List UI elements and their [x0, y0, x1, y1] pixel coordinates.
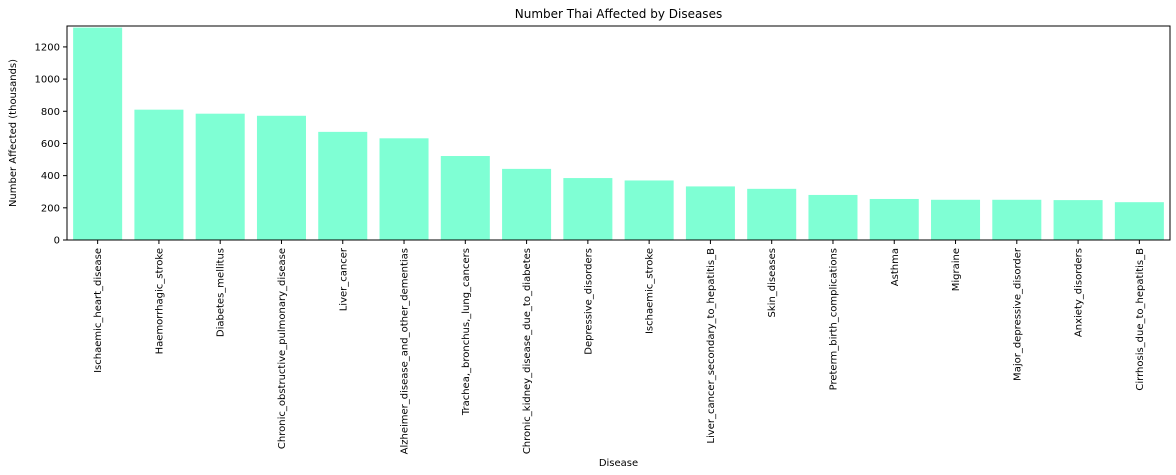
bar-cirrhosis-due-to-hepatitis-b	[1114, 202, 1164, 240]
x-tick-label: Liver_cancer	[338, 247, 349, 311]
y-tick-label: 200	[41, 203, 60, 214]
x-tick-label: Ischaemic_heart_disease	[93, 248, 104, 373]
bar-liver-cancer	[318, 131, 368, 240]
y-tick-label: 800	[41, 107, 60, 118]
y-tick-label: 0	[54, 236, 60, 247]
x-tick-label: Anxiety_disorders	[1074, 248, 1085, 337]
bar-preterm-birth-complications	[808, 194, 858, 240]
bars-group	[73, 27, 1164, 240]
y-tick-label: 1000	[35, 75, 60, 86]
x-tick-label: Trachea,_bronchus,_lung_cancers	[461, 248, 472, 416]
x-tick-label: Asthma	[890, 248, 901, 286]
bar-major-depressive-disorder	[992, 199, 1042, 240]
chart-title: Number Thai Affected by Diseases	[515, 7, 722, 21]
bar-ischaemic-heart-disease	[73, 27, 123, 240]
bar-ischaemic-stroke	[624, 180, 674, 240]
y-axis-label: Number Affected (thousands)	[8, 59, 19, 207]
x-tick-label: Cirrhosis_due_to_hepatitis_B	[1135, 248, 1146, 391]
bar-chronic-obstructive-pulmonary-disease	[256, 115, 306, 240]
x-tick-label: Migraine	[951, 248, 962, 291]
bar-asthma	[869, 198, 919, 240]
y-tick-label: 600	[41, 139, 60, 150]
y-axis: 0 200 400 600 800 1000 1200	[35, 42, 67, 247]
bar-liver-cancer-secondary-to-hepatitis-b	[685, 186, 735, 240]
bar-anxiety-disorders	[1053, 200, 1103, 240]
x-axis: Ischaemic_heart_disease Haemorrhagic_stro…	[93, 240, 1146, 454]
x-tick-label: Preterm_birth_complications	[828, 248, 839, 390]
bar-skin-diseases	[747, 188, 797, 240]
x-tick-label: Chronic_obstructive_pulmonary_disease	[277, 248, 288, 449]
x-tick-label: Alzheimer_disease_and_other_dementias	[400, 248, 411, 454]
x-tick-label: Haemorrhagic_stroke	[154, 248, 165, 354]
bar-trachea-bronchus-lung-cancers	[440, 156, 490, 240]
bar-chronic-kidney-disease-due-to-diabetes	[502, 168, 552, 240]
x-tick-label: Diabetes_mellitus	[216, 248, 227, 337]
bar-haemorrhagic-stroke	[134, 109, 184, 240]
x-tick-label: Ischaemic_stroke	[645, 248, 656, 334]
x-tick-label: Depressive_disorders	[583, 248, 594, 355]
x-axis-label: Disease	[599, 458, 638, 469]
bar-migraine	[931, 199, 981, 240]
x-tick-label: Major_depressive_disorder	[1012, 247, 1023, 381]
x-tick-label: Skin_diseases	[767, 248, 778, 317]
bar-alzheimer-disease-and-other-dementias	[379, 138, 429, 240]
bar-diabetes-mellitus	[195, 113, 245, 240]
plot-frame	[66, 25, 1171, 241]
y-tick-label: 1200	[35, 42, 60, 53]
x-tick-label: Liver_cancer_secondary_to_hepatitis_B	[706, 248, 717, 444]
x-tick-label: Chronic_kidney_disease_due_to_diabetes	[522, 248, 533, 454]
y-tick-label: 400	[41, 171, 60, 182]
bar-depressive-disorders	[563, 178, 613, 240]
